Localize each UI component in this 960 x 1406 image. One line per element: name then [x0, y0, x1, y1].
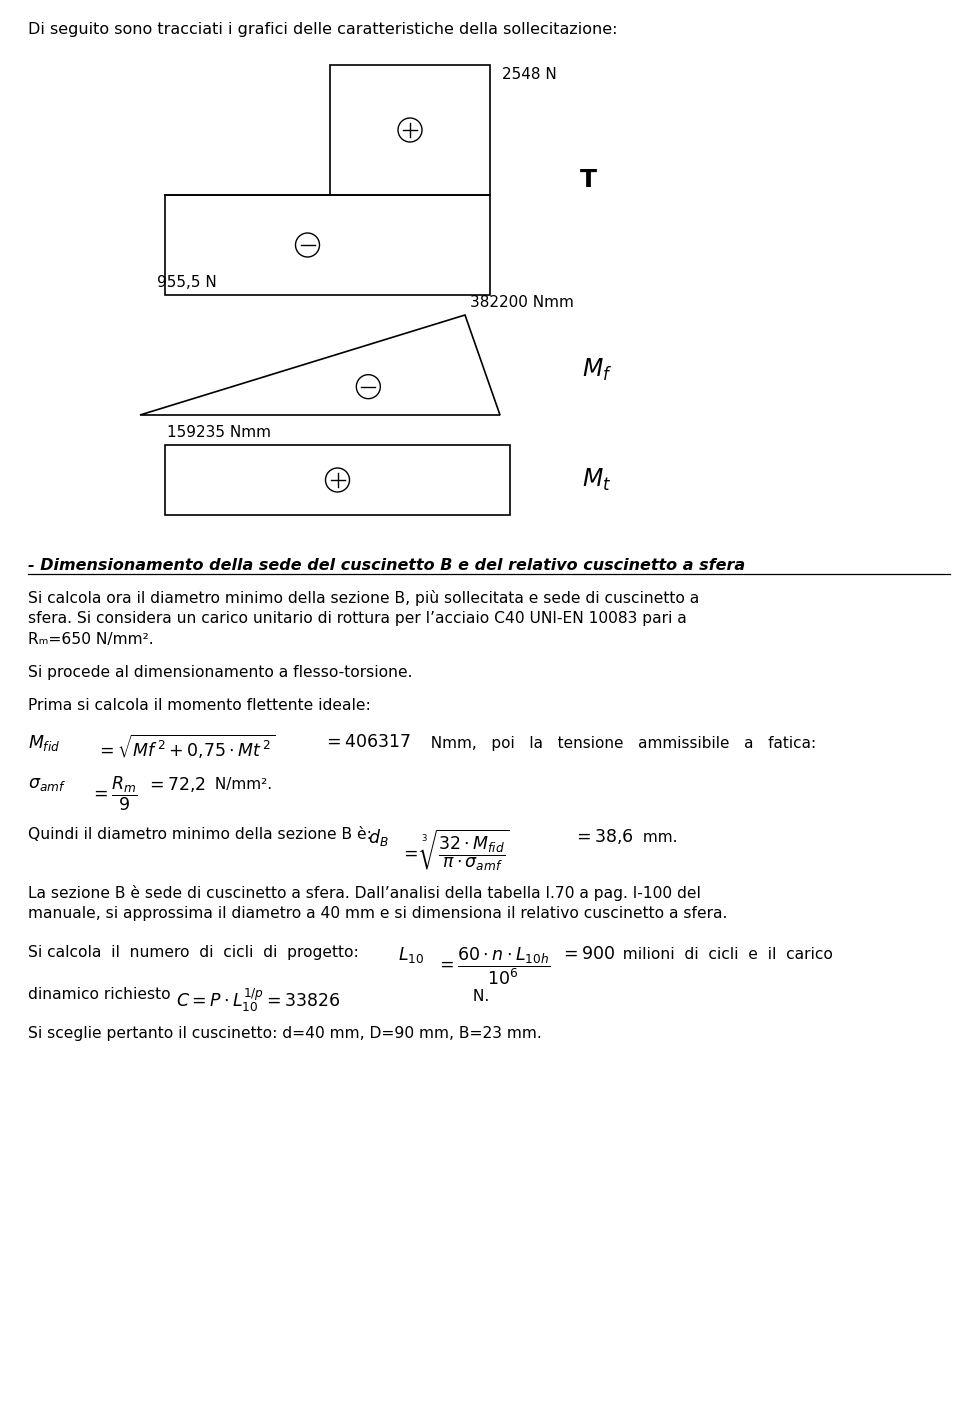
Text: $= \sqrt{Mf^{\,2} + 0{,}75 \cdot Mt^{\,2}}$: $= \sqrt{Mf^{\,2} + 0{,}75 \cdot Mt^{\,2…	[96, 733, 275, 761]
Text: 2548 N: 2548 N	[502, 67, 557, 82]
Text: N.: N.	[468, 988, 490, 1004]
Text: $M_t$: $M_t$	[582, 467, 612, 494]
Text: 382200 Nmm: 382200 Nmm	[470, 295, 574, 309]
Text: $L_{10}$: $L_{10}$	[398, 945, 424, 965]
Text: $M_f$: $M_f$	[582, 357, 612, 382]
Text: Si procede al dimensionamento a flesso-torsione.: Si procede al dimensionamento a flesso-t…	[28, 665, 413, 681]
Text: Rₘ=650 N/mm².: Rₘ=650 N/mm².	[28, 633, 154, 647]
Text: Di seguito sono tracciati i grafici delle caratteristiche della sollecitazione:: Di seguito sono tracciati i grafici dell…	[28, 22, 617, 37]
Text: T: T	[580, 167, 597, 193]
Text: $= \dfrac{R_m}{9}$: $= \dfrac{R_m}{9}$	[90, 775, 137, 814]
Text: Nmm,   poi   la   tensione   ammissibile   a   fatica:: Nmm, poi la tensione ammissibile a fatic…	[421, 735, 816, 751]
Text: Si calcola  il  numero  di  cicli  di  progetto:: Si calcola il numero di cicli di progett…	[28, 945, 369, 960]
Text: $d_B$: $d_B$	[368, 827, 389, 848]
Text: - Dimensionamento della sede del cuscinetto B e del relativo cuscinetto a sfera: - Dimensionamento della sede del cuscine…	[28, 558, 745, 574]
Text: sfera. Si considera un carico unitario di rottura per l’acciaio C40 UNI-EN 10083: sfera. Si considera un carico unitario d…	[28, 612, 686, 626]
Text: manuale, si approssima il diametro a 40 mm e si dimensiona il relativo cuscinett: manuale, si approssima il diametro a 40 …	[28, 905, 728, 921]
Bar	[165, 446, 510, 515]
Text: La sezione B è sede di cuscinetto a sfera. Dall’analisi della tabella I.70 a pag: La sezione B è sede di cuscinetto a sfer…	[28, 884, 701, 901]
Text: $= 38{,}6$: $= 38{,}6$	[573, 827, 634, 846]
Text: $= 72{,}2$: $= 72{,}2$	[146, 775, 206, 794]
Text: $C = P \cdot L_{10}^{1/p} = 33826$: $C = P \cdot L_{10}^{1/p} = 33826$	[176, 987, 341, 1014]
Text: $= \dfrac{60 \cdot n \cdot L_{10h}}{10^6}$: $= \dfrac{60 \cdot n \cdot L_{10h}}{10^6…	[436, 945, 550, 987]
Text: N/mm².: N/mm².	[210, 778, 272, 792]
Text: 955,5 N: 955,5 N	[157, 276, 217, 290]
Text: Si sceglie pertanto il cuscinetto: d=40 mm, D=90 mm, B=23 mm.: Si sceglie pertanto il cuscinetto: d=40 …	[28, 1026, 541, 1040]
Text: $M_{fid}$: $M_{fid}$	[28, 733, 60, 754]
Text: $\sigma_{amf}$: $\sigma_{amf}$	[28, 775, 66, 793]
Text: $= 900$: $= 900$	[560, 945, 615, 963]
Text: mm.: mm.	[638, 830, 678, 845]
Text: milioni  di  cicli  e  il  carico: milioni di cicli e il carico	[613, 948, 833, 962]
Text: Quindi il diametro minimo della sezione B è:: Quindi il diametro minimo della sezione …	[28, 827, 376, 842]
Text: dinamico richiesto: dinamico richiesto	[28, 987, 176, 1002]
Text: Prima si calcola il momento flettente ideale:: Prima si calcola il momento flettente id…	[28, 697, 371, 713]
Bar	[165, 195, 490, 295]
Bar	[330, 65, 490, 195]
Text: 159235 Nmm: 159235 Nmm	[167, 425, 271, 440]
Text: Si calcola ora il diametro minimo della sezione B, più sollecitata e sede di cus: Si calcola ora il diametro minimo della …	[28, 591, 699, 606]
Text: $= 406317$: $= 406317$	[323, 733, 411, 751]
Text: $= \sqrt[3]{\dfrac{32 \cdot M_{fid}}{\pi \cdot \sigma_{amf}}}$: $= \sqrt[3]{\dfrac{32 \cdot M_{fid}}{\pi…	[400, 827, 510, 873]
